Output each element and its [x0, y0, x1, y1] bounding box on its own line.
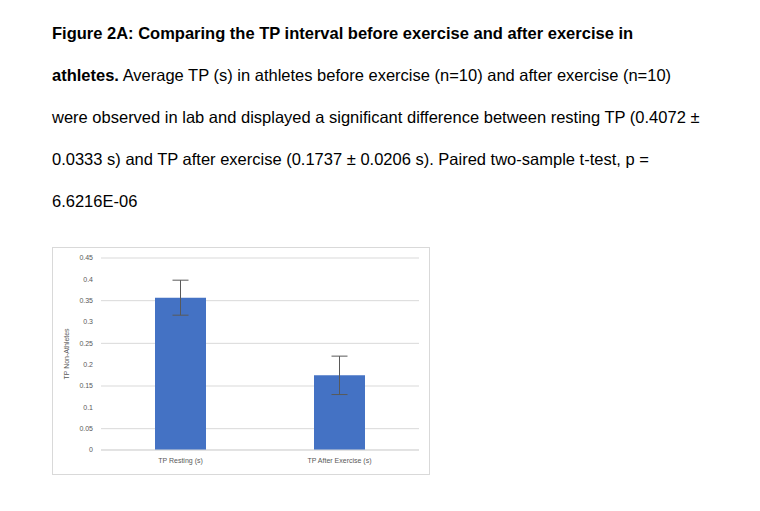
svg-text:0.45: 0.45 [79, 254, 93, 261]
svg-text:0.1: 0.1 [83, 404, 93, 411]
svg-text:TP Resting (s): TP Resting (s) [158, 457, 203, 465]
svg-text:0.05: 0.05 [79, 425, 93, 432]
svg-text:0.35: 0.35 [79, 297, 93, 304]
svg-text:0.15: 0.15 [79, 382, 93, 389]
html-text:Figure 2A: Comparing the TP in: Figure 2A: Comparing the TP interval bef… [52, 24, 700, 210]
svg-text:0.25: 0.25 [79, 340, 93, 347]
svg-text:0: 0 [89, 446, 93, 453]
svg-text:0.4: 0.4 [83, 276, 93, 283]
svg-text:TP After Exercise (s): TP After Exercise (s) [307, 457, 371, 465]
svg-text:0.3: 0.3 [83, 318, 93, 325]
svg-text:TP Non-Athletes: TP Non-Athletes [63, 328, 70, 380]
svg-text:0.2: 0.2 [83, 361, 93, 368]
